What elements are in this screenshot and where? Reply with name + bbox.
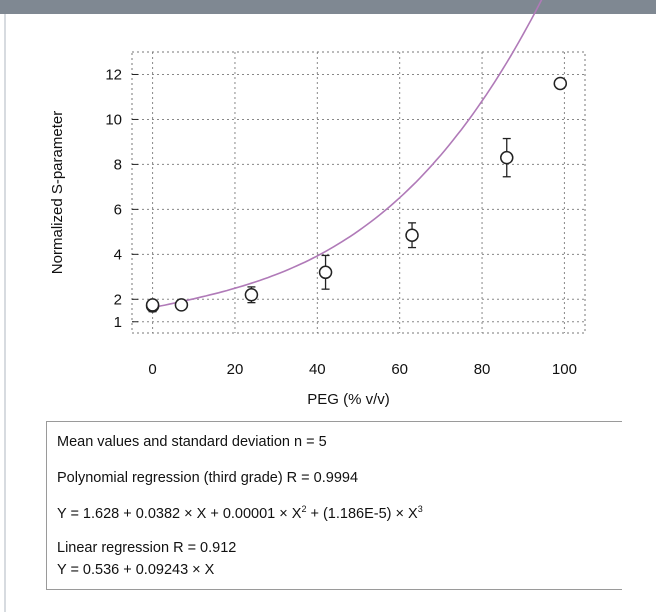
point-marker <box>244 288 259 302</box>
x-ticks: 0 20 40 60 80 100 <box>148 361 577 378</box>
data-point <box>145 298 160 312</box>
legend-line-linear: Linear regression R = 0.912 <box>57 540 237 556</box>
x-tick-label: 0 <box>148 361 156 378</box>
x-tick-label: 40 <box>309 361 326 378</box>
data-point <box>500 137 514 178</box>
x-tick-label: 20 <box>227 361 244 378</box>
legend-line-poly: Polynomial regression (third grade) R = … <box>57 470 359 486</box>
plot-frame <box>131 51 586 334</box>
data-points <box>145 76 568 313</box>
grid <box>132 52 585 333</box>
x-axis-title: PEG (% v/v) <box>307 391 390 408</box>
legend-line-mean: Mean values and standard deviation n = 5 <box>57 434 327 450</box>
poly-equation-start: Y = 1.628 + 0.0382 × X + 0.00001 × X <box>57 505 302 522</box>
y-tick-label: 8 <box>114 156 122 173</box>
point-marker <box>500 150 514 165</box>
y-axis-title: Normalized S-parameter <box>49 111 66 274</box>
data-point <box>174 298 189 312</box>
point-marker <box>174 298 189 312</box>
y-tick-label: 1 <box>114 314 122 331</box>
y-tick-label: 12 <box>105 66 122 83</box>
x-tick-label: 60 <box>391 361 408 378</box>
point-marker <box>145 298 160 312</box>
left-border <box>4 14 6 612</box>
data-point <box>405 222 419 249</box>
exponent-2: 2 <box>301 504 307 514</box>
x-tick-label: 100 <box>552 361 577 378</box>
data-point <box>318 254 333 290</box>
poly-equation-end: + (1.186E-5) × X <box>306 505 418 522</box>
legend-box: Mean values and standard deviation n = 5… <box>46 421 622 590</box>
fit-curve <box>152 0 543 309</box>
legend-line-linear-equation: Y = 0.536 + 0.09243 × X <box>57 562 215 578</box>
legend-line-poly-equation: Y = 1.628 + 0.0382 × X + 0.00001 × X2 + … <box>57 504 423 522</box>
point-marker <box>405 228 419 242</box>
y-tick-label: 6 <box>114 201 122 218</box>
data-point <box>244 286 259 304</box>
x-tick-label: 80 <box>474 361 491 378</box>
y-tick-label: 4 <box>114 246 122 263</box>
y-tick-label: 10 <box>105 111 122 128</box>
data-point <box>553 76 568 91</box>
point-marker <box>553 76 568 91</box>
top-bar <box>0 0 656 14</box>
exponent-3: 3 <box>417 504 423 514</box>
y-tick-label: 2 <box>114 291 122 308</box>
point-marker <box>318 265 333 280</box>
